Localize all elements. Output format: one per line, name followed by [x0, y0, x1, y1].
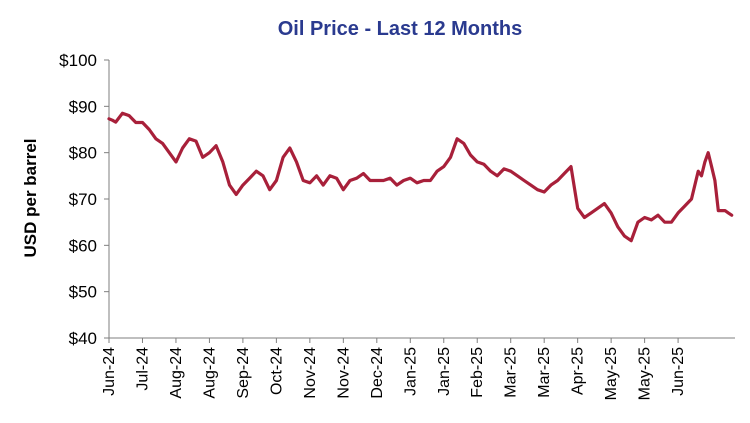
x-tick-label: Jan-25	[402, 347, 419, 396]
x-tick-label: Oct-24	[268, 347, 285, 395]
x-tick-label: Aug-24	[168, 347, 185, 399]
chart-title: Oil Price - Last 12 Months	[278, 18, 523, 40]
oil-price-line	[107, 111, 734, 243]
y-tick-label: $40	[69, 329, 97, 348]
x-tick-label: Jul-24	[134, 347, 151, 391]
x-tick-label: Jun-25	[670, 347, 687, 396]
x-tick-label: Mar-25	[536, 347, 553, 398]
y-tick-label: $70	[69, 190, 97, 209]
x-tick-label: Nov-24	[302, 347, 319, 399]
y-tick-label: $60	[69, 236, 97, 255]
y-tick-labels: $40 $50 $60 $70 $80 $90 $100	[59, 51, 97, 348]
x-tick-label: Nov-24	[335, 347, 352, 399]
x-tick-label: Mar-25	[503, 347, 520, 398]
x-tick-label: Apr-25	[570, 347, 587, 395]
y-tick-label: $100	[59, 51, 97, 70]
x-tick-label: Feb-25	[469, 347, 486, 398]
x-tick-label: May-25	[603, 347, 620, 400]
x-tick-label: Aug-24	[201, 347, 218, 399]
axes	[104, 59, 735, 343]
x-tick-label: Jun-24	[101, 347, 118, 396]
y-tick-label: $50	[69, 283, 97, 302]
x-tick-label: Sep-24	[235, 347, 252, 399]
x-tick-label: Jan-25	[436, 347, 453, 396]
x-tick-labels: Jun-24 Jul-24 Aug-24 Aug-24 Sep-24 Oct-24 Nov-…	[101, 347, 687, 400]
y-tick-label: $80	[69, 144, 97, 163]
x-tick-label: Dec-24	[369, 347, 386, 399]
y-axis-label: USD per barrel	[21, 138, 40, 257]
y-tick-label: $90	[69, 97, 97, 116]
x-tick-label: May-25	[637, 347, 654, 400]
